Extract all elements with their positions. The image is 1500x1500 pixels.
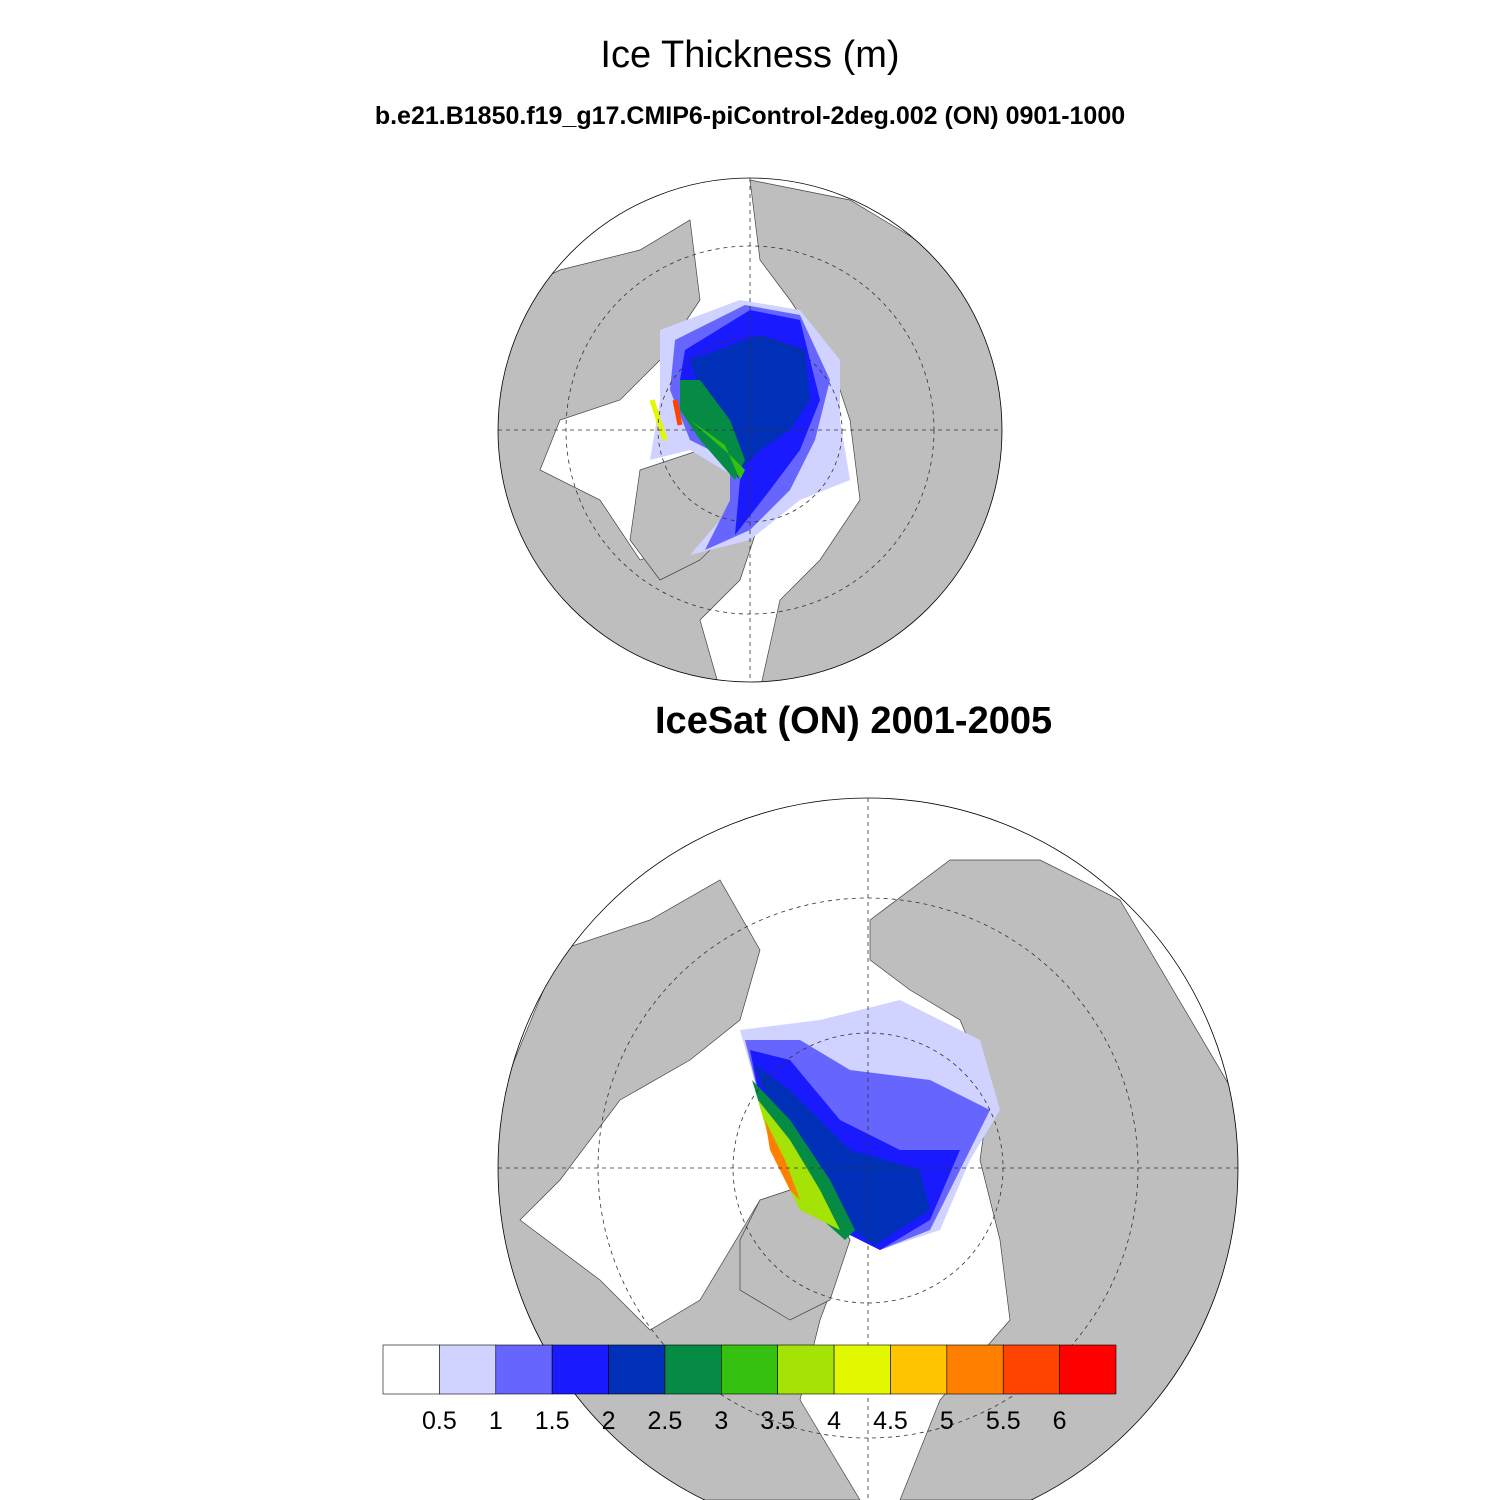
colorbar-box xyxy=(721,1344,778,1395)
colorbar-label: 5 xyxy=(940,1407,954,1435)
model-gridlines xyxy=(498,178,1002,682)
colorbar-label: 2 xyxy=(602,1407,616,1435)
colorbar-box xyxy=(439,1344,497,1395)
colorbar-label: 3.5 xyxy=(760,1407,795,1435)
colorbar-label: 6 xyxy=(1053,1407,1067,1435)
colorbar-label: 4.5 xyxy=(873,1407,908,1435)
ice-3 xyxy=(680,380,745,480)
land xyxy=(498,219,761,682)
colorbar-box xyxy=(1059,1344,1117,1395)
ice-5 xyxy=(765,1120,800,1200)
colorbar-box xyxy=(1002,1344,1060,1395)
colorbar-box xyxy=(608,1344,666,1395)
colorbar-label: 4 xyxy=(827,1407,841,1435)
colorbar-box xyxy=(382,1344,440,1395)
colorbar-box xyxy=(946,1344,1004,1395)
colorbar: 0.5 1 1.5 2 2.5 3 3.5 4 4.5 5 5.5 6 xyxy=(382,1344,1117,1435)
subtitle: b.e21.B1850.f19_g17.CMIP6-piControl-2deg… xyxy=(374,102,1126,130)
colorbar-box xyxy=(551,1344,609,1395)
colorbar-label: 5.5 xyxy=(986,1407,1021,1435)
colorbar-label: 2.5 xyxy=(648,1407,683,1435)
colorbar-box xyxy=(664,1344,722,1395)
colorbar-box xyxy=(495,1344,553,1395)
ice-4 xyxy=(758,1100,840,1230)
colorbar-label: 1.5 xyxy=(535,1407,570,1435)
ice-25 xyxy=(755,1065,930,1245)
observations-panel-title: IceSat (ON) 2001-2005 xyxy=(655,700,1053,742)
colorbar-label: 1 xyxy=(489,1407,503,1435)
colorbar-label: 0.5 xyxy=(422,1407,457,1435)
main-title: Ice Thickness (m) xyxy=(600,34,900,76)
colorbar-box xyxy=(833,1344,891,1395)
ice-3 xyxy=(752,1080,855,1240)
colorbar-box xyxy=(777,1344,835,1395)
colorbar-label: 3 xyxy=(714,1407,728,1435)
colorbar-box xyxy=(890,1344,948,1395)
ice-35 xyxy=(690,420,745,480)
